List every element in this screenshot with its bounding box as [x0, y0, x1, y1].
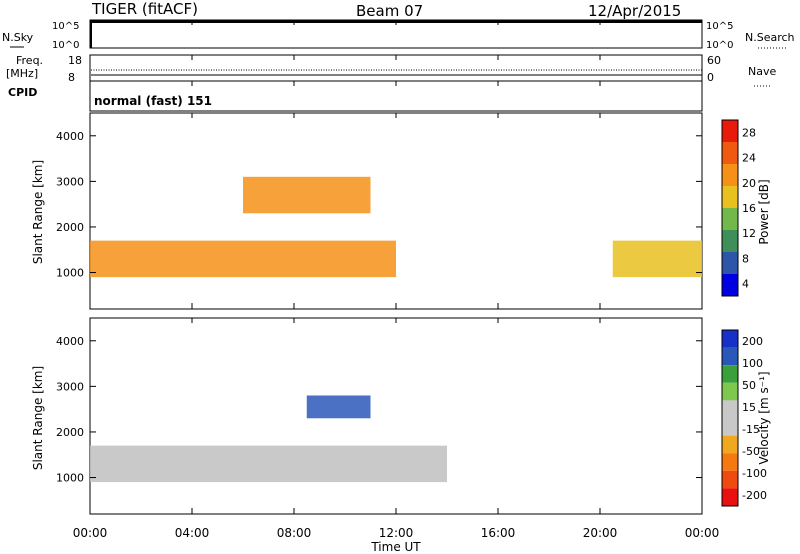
ytick-label: 3000 [56, 175, 84, 188]
xtick-label: 00:00 [685, 526, 720, 540]
heatmap-region-0 [90, 240, 396, 278]
heatmap-region-2 [612, 240, 702, 278]
colorbar-tick: 50 [742, 379, 756, 392]
power-ylabel: Slant Range [km] [31, 160, 45, 264]
colorbar-tick: -50 [742, 445, 760, 458]
cpid-panel: CPID normal (fast) 151 [8, 80, 703, 112]
colorbar-swatch [722, 365, 738, 383]
velocity-colorbar-title: Velocity [m s⁻¹] [757, 371, 771, 464]
beam-label: Beam 07 [356, 2, 423, 20]
velocity-yaxis: 1000 2000 3000 4000 [56, 335, 702, 485]
nsky-right-top-tick: 10^5 [706, 21, 733, 32]
station-title: TIGER (fitACF) [91, 0, 198, 18]
velocity-ylabel: Slant Range [km] [31, 366, 45, 470]
colorbar-swatch [722, 347, 738, 366]
xtick-label: 08:00 [277, 526, 312, 540]
nsky-label: N.Sky [2, 31, 34, 44]
power-yaxis: 1000 2000 3000 4000 [56, 130, 702, 280]
colorbar-swatch [722, 120, 738, 142]
colorbar-swatch [722, 400, 738, 418]
velocity-colorbar: 200 100 50 15 -15 -50 -100 -200 [721, 329, 767, 507]
xtick-label: 16:00 [481, 526, 516, 540]
colorbar-swatch [722, 382, 738, 401]
nave-label: Nave [748, 65, 776, 78]
ytick-label: 4000 [56, 130, 84, 143]
heatmap-region-0 [90, 445, 447, 483]
colorbar-tick: 20 [742, 177, 756, 190]
colorbar-swatch [722, 418, 738, 436]
date-label: 12/Apr/2015 [588, 2, 681, 20]
ytick-label: 2000 [56, 221, 84, 234]
colorbar-swatch [722, 470, 738, 489]
xtick-label: 12:00 [379, 526, 414, 540]
xtick-label: 04:00 [175, 526, 210, 540]
xtick-label: 20:00 [583, 526, 618, 540]
freq-label: Freq. [16, 54, 43, 67]
colorbar-tick: 4 [742, 277, 749, 290]
colorbar-swatch [722, 453, 738, 471]
colorbar-swatch [722, 488, 738, 506]
colorbar-tick: 200 [742, 335, 763, 348]
nsky-panel: N.Sky 10^5 10^0 10^5 10^0 N.Search [2, 19, 795, 51]
velocity-panel: Slant Range [km] 1000 2000 3000 4000 [31, 317, 703, 515]
velocity-heatmap [90, 395, 447, 483]
freq-unit: [MHz] [6, 67, 38, 80]
nsky-top-tick: 10^5 [52, 21, 79, 32]
nave-bottom-tick: 0 [707, 71, 714, 84]
power-panel: Slant Range [km] 1000 2000 3000 4000 [31, 112, 703, 310]
colorbar-tick: 24 [742, 152, 756, 165]
power-colorbar: 28 24 20 16 12 8 4 [721, 119, 756, 297]
heatmap-region-1 [243, 176, 371, 214]
nsky-bottom-tick: 10^0 [52, 40, 79, 51]
colorbar-swatch [722, 142, 738, 164]
time-axis: 00:00 04:00 08:00 12:00 16:00 20:00 00:00 [73, 20, 720, 540]
colorbar-swatch [722, 186, 738, 208]
cpid-value: normal (fast) 151 [94, 94, 212, 108]
colorbar-tick: 12 [742, 227, 756, 240]
ytick-label: 3000 [56, 380, 84, 393]
colorbar-tick: 15 [742, 401, 756, 414]
power-colorbar-title: Power [dB] [757, 179, 771, 244]
colorbar-tick: -15 [742, 423, 760, 436]
freq-top-tick: 18 [68, 54, 82, 67]
colorbar-tick: 16 [742, 202, 756, 215]
ytick-label: 4000 [56, 335, 84, 348]
colorbar-swatch [722, 435, 738, 454]
colorbar-swatch [722, 252, 738, 274]
colorbar-tick: 100 [742, 357, 763, 370]
colorbar-swatch [722, 274, 738, 296]
nave-top-tick: 60 [707, 54, 721, 67]
freq-bottom-tick: 8 [68, 71, 75, 84]
colorbar-swatch [722, 164, 738, 186]
colorbar-swatch [722, 208, 738, 230]
colorbar-tick: -100 [742, 467, 767, 480]
cpid-label: CPID [8, 86, 37, 99]
power-heatmap [90, 176, 702, 278]
colorbar-swatch [722, 230, 738, 252]
ytick-label: 2000 [56, 426, 84, 439]
time-axis-label: Time UT [370, 540, 421, 554]
colorbar-tick: -200 [742, 489, 767, 502]
colorbar-tick: 28 [742, 127, 756, 140]
xtick-label: 00:00 [73, 526, 108, 540]
colorbar-swatch [722, 330, 738, 348]
heatmap-region-1 [306, 395, 371, 419]
ytick-label: 1000 [56, 472, 84, 485]
ytick-label: 1000 [56, 267, 84, 280]
nsearch-label: N.Search [745, 31, 795, 44]
colorbar-tick: 8 [742, 252, 749, 265]
nsky-right-bottom-tick: 10^0 [706, 40, 733, 51]
